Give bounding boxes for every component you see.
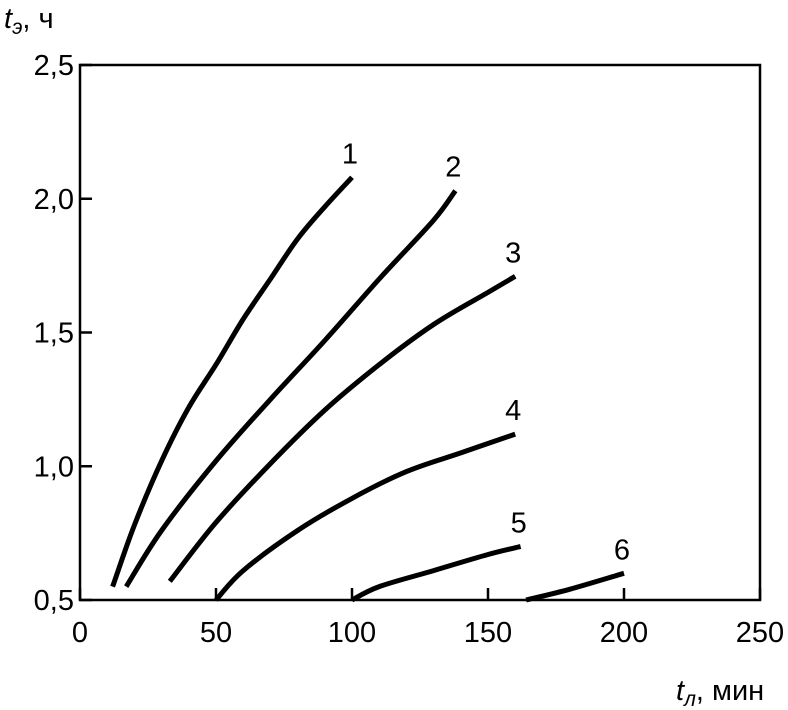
series-4-label: 4	[505, 395, 521, 427]
x-axis-subscript: л	[683, 688, 696, 710]
y-tick-label: 1,0	[34, 451, 74, 483]
x-tick-label: 50	[200, 617, 232, 649]
y-tick-label: 0,5	[34, 585, 74, 617]
x-axis-title: tл, мин	[676, 675, 764, 710]
y-axis-ticks: 0,5 1,0 1,5 2,0 2,5	[34, 50, 92, 617]
y-axis-subscript: э	[12, 16, 22, 39]
series-layer: 1 2 3 4 5 6	[110, 138, 630, 603]
y-axis-unit: , ч	[22, 3, 53, 35]
y-axis-symbol: t	[4, 3, 14, 35]
x-tick-label: 200	[600, 617, 648, 649]
x-tick-label: 150	[464, 617, 512, 649]
x-axis-symbol: t	[676, 675, 686, 707]
x-axis-ticks: 0 50 100 150 200 250	[72, 588, 784, 649]
y-tick-label: 2,0	[34, 184, 74, 216]
y-tick-label: 1,5	[34, 318, 74, 350]
series-5-label: 5	[511, 508, 527, 540]
series-3-label: 3	[505, 237, 521, 269]
series-3-line	[167, 274, 517, 583]
series-2-label: 2	[445, 152, 461, 184]
series-6-line	[525, 570, 625, 603]
series-5-line	[350, 544, 522, 603]
x-axis-unit: , мин	[696, 675, 764, 707]
series-2-line	[124, 189, 458, 588]
series-1-line	[110, 175, 354, 588]
series-1-label: 1	[342, 138, 358, 170]
y-tick-label: 2,5	[34, 50, 74, 82]
x-tick-label: 0	[72, 617, 88, 649]
series-4-line	[214, 431, 517, 602]
y-axis-title: tэ, ч	[4, 3, 54, 39]
series-6-label: 6	[614, 534, 630, 566]
x-tick-label: 250	[736, 617, 784, 649]
x-tick-label: 100	[328, 617, 376, 649]
